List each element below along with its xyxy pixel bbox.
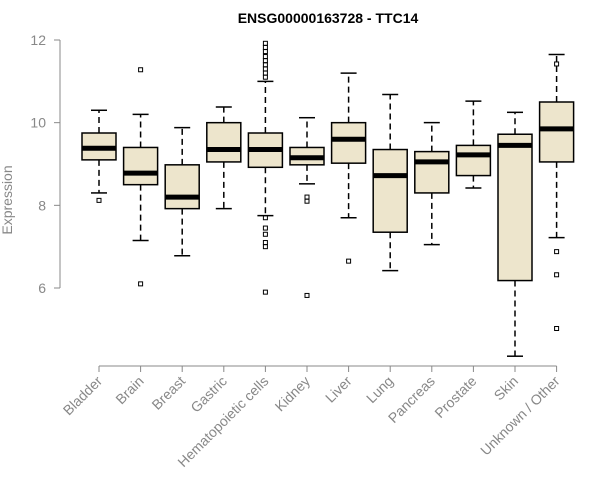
outlier-point	[262, 74, 268, 80]
outlier-point	[262, 244, 268, 250]
x-tick-label: Prostate	[431, 373, 479, 421]
outlier-point	[262, 62, 268, 68]
outlier-point	[138, 67, 144, 73]
box-iqr	[455, 144, 492, 177]
x-tick-label: Bladder	[60, 373, 106, 419]
box-iqr	[164, 164, 200, 210]
box-series	[81, 40, 575, 357]
outlier-point	[554, 326, 560, 332]
x-tick-label: Kidney	[272, 373, 314, 415]
outlier-point	[262, 40, 268, 46]
outlier-point	[554, 249, 560, 255]
outlier-point	[554, 61, 560, 67]
outlier-point	[262, 240, 268, 246]
chart-title: ENSG00000163728 - TTC14	[238, 10, 419, 26]
outlier-point	[304, 292, 310, 298]
box-iqr	[414, 150, 450, 194]
outlier-point	[262, 54, 268, 60]
outlier-point	[262, 289, 268, 295]
outlier-point	[554, 272, 560, 278]
box-group	[289, 116, 325, 298]
outlier-point	[304, 198, 310, 204]
x-tick-label: Skin	[491, 373, 522, 404]
x-tick-label: Liver	[322, 373, 355, 406]
y-axis-ticks: 6 8 10 12	[30, 32, 60, 296]
box-group	[497, 111, 533, 357]
box-iqr	[206, 121, 242, 163]
y-axis-label: Expression	[0, 165, 15, 234]
outlier-point	[262, 225, 268, 231]
outlier-point	[262, 215, 268, 221]
outlier-point	[138, 281, 144, 287]
outlier-point	[262, 49, 268, 55]
box-iqr	[497, 133, 533, 282]
outlier-point	[262, 58, 268, 64]
x-tick-label: Lung	[363, 373, 396, 406]
box-iqr	[538, 101, 575, 163]
outlier-point	[346, 258, 352, 264]
box-iqr	[122, 146, 159, 186]
x-tick-label: Unknown / Other	[477, 373, 563, 459]
box-group	[414, 121, 450, 246]
outlier-point	[262, 66, 268, 72]
outlier-point	[304, 194, 310, 200]
box-group	[206, 106, 242, 210]
y-tick-label: 10	[30, 115, 46, 131]
box-iqr	[372, 148, 408, 233]
box-group	[247, 40, 284, 295]
box-group	[164, 126, 200, 257]
y-tick-label: 12	[30, 32, 46, 48]
outlier-point	[262, 70, 268, 76]
x-tick-label: Breast	[148, 373, 188, 413]
box-iqr	[330, 121, 367, 164]
y-tick-label: 8	[38, 197, 46, 213]
x-tick-label: Brain	[112, 373, 146, 407]
outlier-point	[262, 44, 268, 50]
box-group	[81, 109, 117, 203]
y-tick-label: 6	[38, 280, 46, 296]
box-group	[455, 100, 492, 189]
outlier-point	[96, 197, 102, 203]
box-group	[538, 53, 575, 332]
box-group	[372, 93, 408, 272]
outlier-point	[262, 231, 268, 237]
box-group	[330, 72, 367, 264]
box-group	[122, 67, 159, 287]
